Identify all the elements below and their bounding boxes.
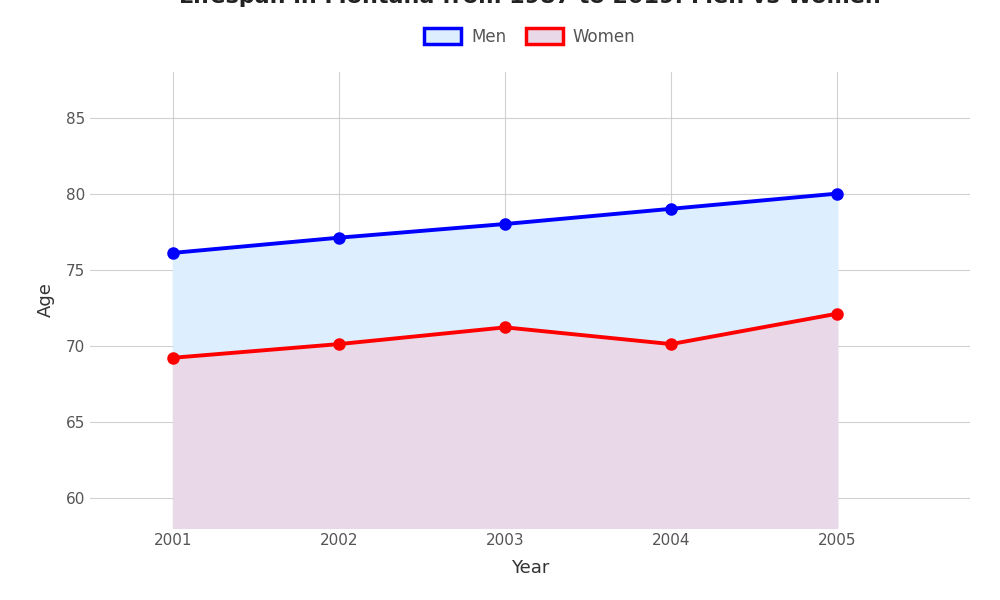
Y-axis label: Age: Age xyxy=(37,283,55,317)
Title: Lifespan in Montana from 1987 to 2019: Men vs Women: Lifespan in Montana from 1987 to 2019: M… xyxy=(179,0,881,7)
Legend: Men, Women: Men, Women xyxy=(418,21,642,52)
X-axis label: Year: Year xyxy=(511,559,549,577)
